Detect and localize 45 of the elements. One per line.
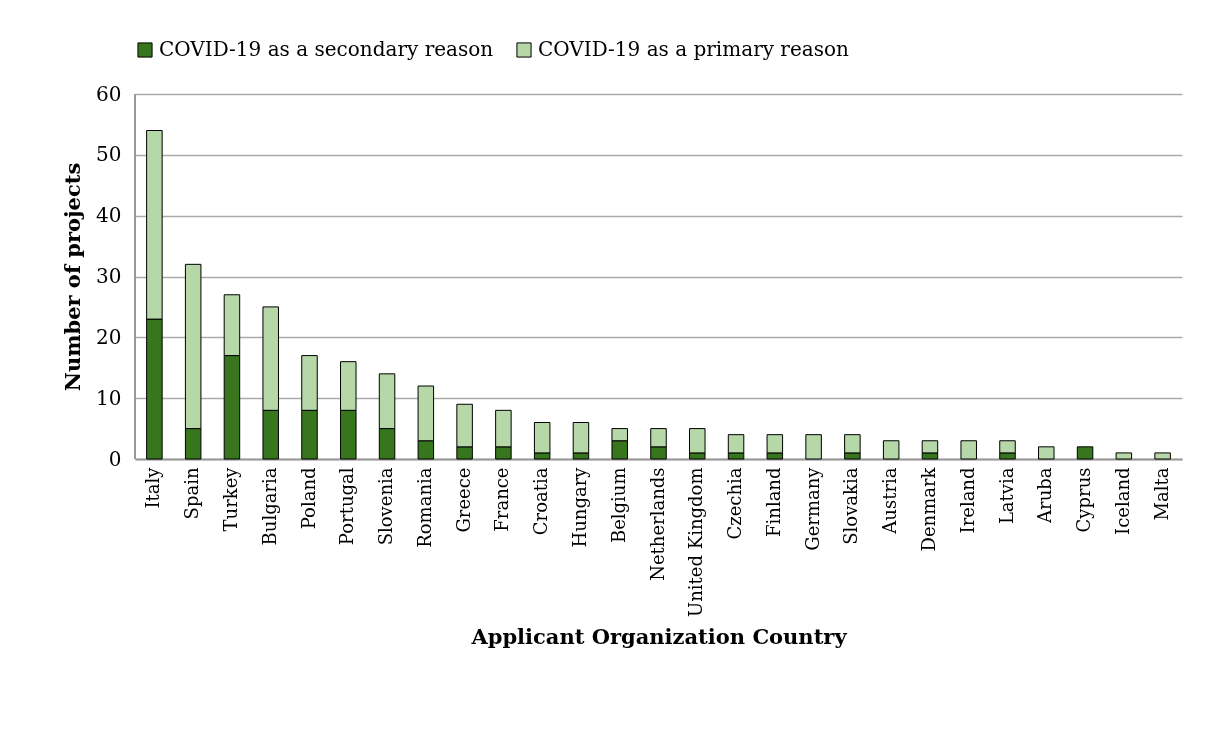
x-tick-label: Czechia — [724, 467, 746, 540]
x-tick-label: Poland — [297, 467, 319, 530]
y-tick-label: 20 — [96, 324, 122, 349]
x-tick-label: France — [491, 467, 513, 532]
x-tick-label: Spain — [181, 467, 203, 520]
bar — [1038, 446, 1055, 460]
bar — [1154, 452, 1171, 460]
x-tick-label: Hungary — [568, 466, 590, 548]
x-tick-label: Iceland — [1111, 467, 1133, 535]
bar — [1115, 452, 1133, 460]
x-tick-label: Slovenia — [375, 467, 397, 546]
legend-label: COVID-19 as a secondary reason — [159, 37, 494, 61]
y-tick-label: 30 — [96, 264, 122, 288]
x-tick-label: Belgium — [607, 467, 629, 544]
y-tick-label: 50 — [96, 142, 122, 167]
x-tick-label: Netherlands — [646, 467, 668, 581]
bar — [805, 434, 822, 460]
x-tick-label: Portugal — [336, 467, 358, 546]
bar — [882, 440, 900, 460]
legend-label: COVID-19 as a primary reason — [538, 37, 849, 61]
x-tick-label: Greece — [452, 467, 474, 533]
x-tick-label: Finland — [762, 467, 784, 537]
x-tick-label: Germany — [801, 466, 823, 551]
x-tick-label: Malta — [1150, 467, 1172, 521]
x-axis-title: Applicant Organization Country — [470, 623, 848, 649]
x-tick-label: Italy — [142, 466, 164, 509]
bar — [1076, 446, 1094, 460]
x-tick-label: Romania — [413, 467, 435, 548]
y-tick-label: 0 — [108, 446, 122, 471]
bar — [960, 440, 977, 460]
x-tick-label: Cyprus — [1073, 467, 1095, 533]
x-tick-label: Slovakia — [840, 467, 862, 545]
x-tick-label: Bulgaria — [258, 467, 280, 546]
x-tick-label: Croatia — [530, 467, 552, 536]
y-axis-title: Number of projects — [60, 162, 86, 392]
x-tick-label: Latvia — [995, 467, 1017, 525]
x-tick-label: Turkey — [219, 466, 241, 532]
x-tick-label: Ireland — [956, 467, 978, 534]
x-tick-label: Denmark — [917, 466, 939, 552]
x-tick-label: United Kingdom — [685, 467, 707, 617]
y-tick-label: 40 — [96, 203, 122, 228]
x-tick-label: Austria — [879, 467, 901, 535]
y-tick-label: 10 — [96, 385, 122, 410]
x-tick-label: Aruba — [1034, 467, 1056, 524]
y-tick-label: 60 — [96, 81, 122, 106]
